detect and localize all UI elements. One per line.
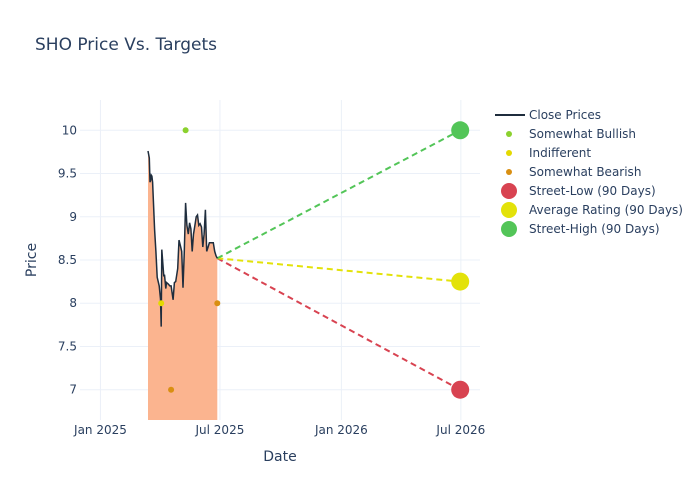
target-line xyxy=(216,129,461,260)
rating-dot xyxy=(214,300,221,307)
x-tick-label: Jul 2025 xyxy=(195,423,245,437)
legend-label: Indifferent xyxy=(529,146,591,160)
x-tick-label: Jul 2026 xyxy=(435,423,485,437)
legend-label: Street-Low (90 Days) xyxy=(529,184,656,198)
y-tick-label: 8 xyxy=(69,296,77,310)
legend-swatch-marker xyxy=(501,183,517,199)
close-price-line-group xyxy=(147,150,218,327)
y-tick-label: 7 xyxy=(69,383,77,397)
x-axis-ticks: Jan 2025 Jul 2025 Jan 2026 Jul 2026 xyxy=(73,423,485,437)
legend-label: Average Rating (90 Days) xyxy=(529,203,683,217)
x-axis-title: Date xyxy=(263,449,296,465)
legend-swatch-dot xyxy=(506,131,512,137)
y-axis-ticks: 7 7.5 8 8.5 9 9.5 10 xyxy=(58,123,77,396)
y-tick-label: 9 xyxy=(69,210,77,224)
target-line xyxy=(217,257,461,283)
legend-label: Somewhat Bearish xyxy=(529,165,641,179)
target-marker xyxy=(451,272,470,291)
target-marker xyxy=(451,121,470,140)
y-tick-label: 8.5 xyxy=(58,253,77,267)
legend-swatch-marker xyxy=(501,202,517,218)
legend[interactable]: Close Prices Somewhat Bullish Indifferent S… xyxy=(495,108,683,237)
rating-dots xyxy=(158,127,221,393)
target-line xyxy=(216,257,461,391)
legend-swatch-dot xyxy=(506,150,512,156)
y-axis-title: Price xyxy=(24,243,40,277)
rating-dot xyxy=(182,127,189,134)
legend-swatch-marker xyxy=(501,221,517,237)
rating-dot xyxy=(158,300,165,307)
y-tick-label: 10 xyxy=(62,123,77,137)
target-markers xyxy=(451,121,470,399)
y-tick-label: 9.5 xyxy=(58,167,77,181)
rating-dot xyxy=(168,386,175,393)
legend-label: Street-High (90 Days) xyxy=(529,222,660,236)
grid xyxy=(80,100,480,420)
legend-label: Close Prices xyxy=(529,108,601,122)
target-marker xyxy=(451,380,470,399)
chart-title: SHO Price Vs. Targets xyxy=(35,35,217,55)
x-tick-label: Jan 2025 xyxy=(73,423,127,437)
target-lines xyxy=(216,129,461,391)
legend-swatch-dot xyxy=(506,169,512,175)
close-price-line xyxy=(147,150,218,327)
y-tick-label: 7.5 xyxy=(58,339,77,353)
legend-label: Somewhat Bullish xyxy=(529,127,636,141)
x-tick-label: Jan 2026 xyxy=(314,423,368,437)
